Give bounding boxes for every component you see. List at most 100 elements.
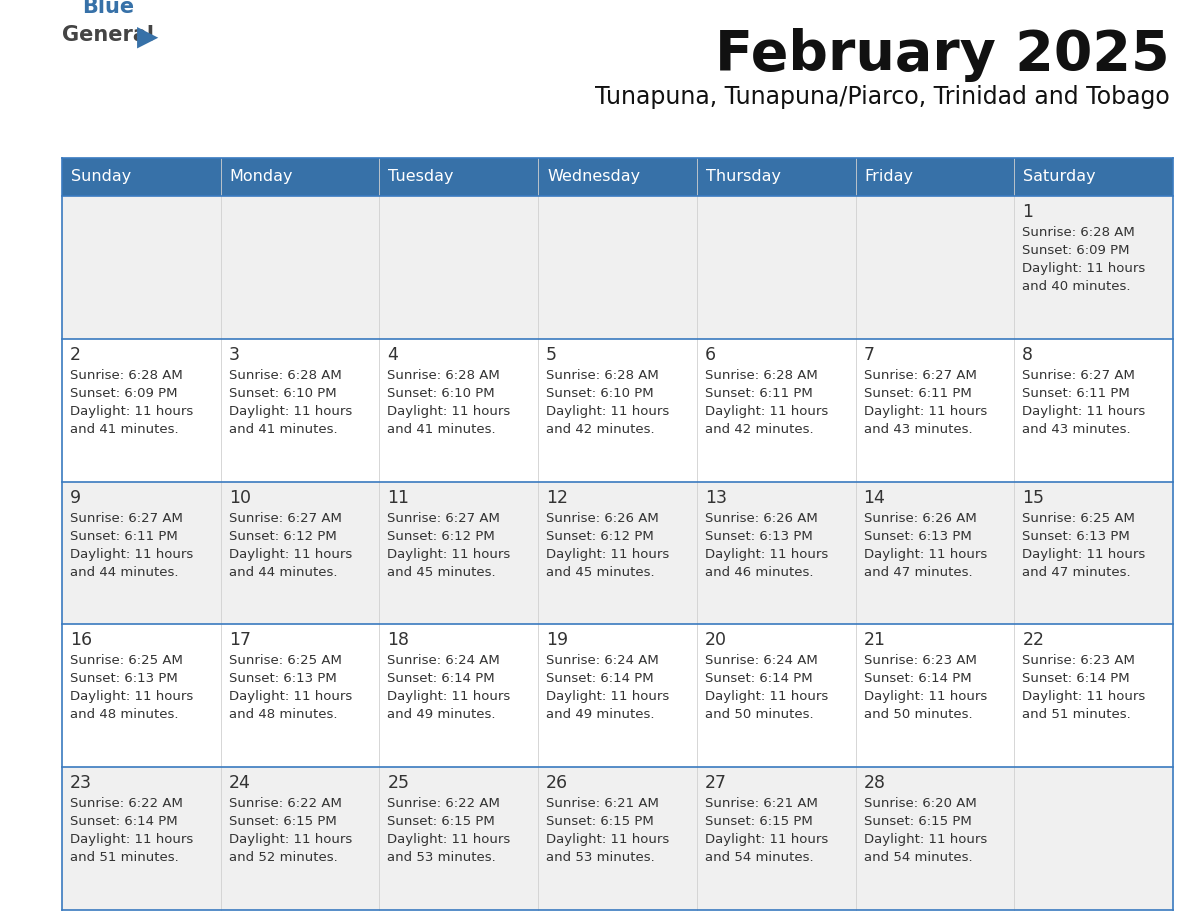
Text: Friday: Friday [865, 170, 914, 185]
Text: 10: 10 [229, 488, 251, 507]
Text: 2: 2 [70, 346, 81, 364]
Text: Sunset: 6:13 PM: Sunset: 6:13 PM [704, 530, 813, 543]
Text: and 48 minutes.: and 48 minutes. [70, 709, 178, 722]
Text: Sunset: 6:10 PM: Sunset: 6:10 PM [546, 386, 653, 400]
Text: Daylight: 11 hours: Daylight: 11 hours [229, 405, 352, 418]
Text: Sunrise: 6:27 AM: Sunrise: 6:27 AM [864, 369, 977, 382]
Text: Sunset: 6:10 PM: Sunset: 6:10 PM [229, 386, 336, 400]
Text: and 50 minutes.: and 50 minutes. [864, 709, 972, 722]
Text: 18: 18 [387, 632, 410, 649]
Text: and 54 minutes.: and 54 minutes. [864, 851, 972, 864]
Bar [1015, 767, 1173, 910]
Text: and 43 minutes.: and 43 minutes. [1023, 423, 1131, 436]
Text: and 47 minutes.: and 47 minutes. [864, 565, 972, 578]
Text: 17: 17 [229, 632, 251, 649]
Text: and 51 minutes.: and 51 minutes. [70, 851, 178, 864]
Text: 9: 9 [70, 488, 81, 507]
Text: Sunrise: 6:26 AM: Sunrise: 6:26 AM [546, 511, 659, 524]
Bar [538, 482, 697, 624]
Text: and 42 minutes.: and 42 minutes. [546, 423, 655, 436]
Bar [538, 624, 697, 767]
Text: Tuesday: Tuesday [388, 170, 454, 185]
Bar [855, 339, 1015, 482]
Text: Daylight: 11 hours: Daylight: 11 hours [70, 690, 194, 703]
Text: Monday: Monday [229, 170, 293, 185]
Text: and 51 minutes.: and 51 minutes. [1023, 709, 1131, 722]
Text: Daylight: 11 hours: Daylight: 11 hours [70, 834, 194, 846]
Text: Sunrise: 6:20 AM: Sunrise: 6:20 AM [864, 797, 977, 811]
Text: Sunrise: 6:26 AM: Sunrise: 6:26 AM [864, 511, 977, 524]
Text: and 45 minutes.: and 45 minutes. [546, 565, 655, 578]
Text: Daylight: 11 hours: Daylight: 11 hours [704, 548, 828, 561]
Text: Sunset: 6:14 PM: Sunset: 6:14 PM [864, 672, 972, 686]
Text: Sunrise: 6:21 AM: Sunrise: 6:21 AM [546, 797, 659, 811]
Text: Sunrise: 6:22 AM: Sunrise: 6:22 AM [387, 797, 500, 811]
Text: 3: 3 [229, 346, 240, 364]
Text: 6: 6 [704, 346, 716, 364]
Text: Sunset: 6:13 PM: Sunset: 6:13 PM [70, 672, 178, 686]
Text: Sunset: 6:10 PM: Sunset: 6:10 PM [387, 386, 495, 400]
Text: and 44 minutes.: and 44 minutes. [70, 565, 178, 578]
Text: 15: 15 [1023, 488, 1044, 507]
Text: Daylight: 11 hours: Daylight: 11 hours [864, 834, 987, 846]
Bar [379, 767, 538, 910]
Text: 23: 23 [70, 774, 91, 792]
Text: Thursday: Thursday [706, 170, 781, 185]
Bar [221, 339, 379, 482]
Text: and 41 minutes.: and 41 minutes. [229, 423, 337, 436]
Text: Sunrise: 6:28 AM: Sunrise: 6:28 AM [70, 369, 183, 382]
Text: and 49 minutes.: and 49 minutes. [387, 709, 495, 722]
Text: Sunset: 6:14 PM: Sunset: 6:14 PM [387, 672, 495, 686]
Bar [379, 624, 538, 767]
Text: Daylight: 11 hours: Daylight: 11 hours [704, 690, 828, 703]
Bar [221, 482, 379, 624]
Text: Sunset: 6:11 PM: Sunset: 6:11 PM [70, 530, 178, 543]
Text: Sunset: 6:11 PM: Sunset: 6:11 PM [704, 386, 813, 400]
Bar [62, 482, 221, 624]
Text: and 53 minutes.: and 53 minutes. [387, 851, 497, 864]
Text: 22: 22 [1023, 632, 1044, 649]
Text: Sunrise: 6:23 AM: Sunrise: 6:23 AM [1023, 655, 1136, 667]
Text: 11: 11 [387, 488, 410, 507]
Text: Sunset: 6:15 PM: Sunset: 6:15 PM [229, 815, 336, 828]
Text: Sunset: 6:09 PM: Sunset: 6:09 PM [70, 386, 177, 400]
Bar [221, 158, 379, 196]
Text: and 52 minutes.: and 52 minutes. [229, 851, 337, 864]
Bar [855, 624, 1015, 767]
Text: Sunrise: 6:27 AM: Sunrise: 6:27 AM [70, 511, 183, 524]
Text: and 40 minutes.: and 40 minutes. [1023, 280, 1131, 293]
Bar [379, 482, 538, 624]
Text: and 41 minutes.: and 41 minutes. [387, 423, 497, 436]
Text: ▶: ▶ [137, 23, 158, 51]
Bar [855, 767, 1015, 910]
Text: and 42 minutes.: and 42 minutes. [704, 423, 814, 436]
Bar [538, 196, 697, 339]
Text: and 43 minutes.: and 43 minutes. [864, 423, 972, 436]
Text: Wednesday: Wednesday [548, 170, 640, 185]
Bar [62, 624, 221, 767]
Text: Sunrise: 6:27 AM: Sunrise: 6:27 AM [387, 511, 500, 524]
Text: 13: 13 [704, 488, 727, 507]
Text: Daylight: 11 hours: Daylight: 11 hours [1023, 548, 1145, 561]
Text: 27: 27 [704, 774, 727, 792]
Text: Tunapuna, Tunapuna/Piarco, Trinidad and Tobago: Tunapuna, Tunapuna/Piarco, Trinidad and … [595, 85, 1170, 109]
Text: Daylight: 11 hours: Daylight: 11 hours [546, 405, 669, 418]
Text: Sunset: 6:11 PM: Sunset: 6:11 PM [1023, 386, 1130, 400]
Text: Sunrise: 6:28 AM: Sunrise: 6:28 AM [387, 369, 500, 382]
Text: Sunrise: 6:24 AM: Sunrise: 6:24 AM [546, 655, 659, 667]
Text: Sunset: 6:12 PM: Sunset: 6:12 PM [387, 530, 495, 543]
Text: Sunrise: 6:26 AM: Sunrise: 6:26 AM [704, 511, 817, 524]
Text: and 41 minutes.: and 41 minutes. [70, 423, 178, 436]
Text: and 45 minutes.: and 45 minutes. [387, 565, 497, 578]
Text: Daylight: 11 hours: Daylight: 11 hours [387, 834, 511, 846]
Text: 25: 25 [387, 774, 410, 792]
Bar [697, 196, 855, 339]
Bar [1015, 196, 1173, 339]
Text: Daylight: 11 hours: Daylight: 11 hours [864, 690, 987, 703]
Text: Sunrise: 6:25 AM: Sunrise: 6:25 AM [229, 655, 342, 667]
Text: 19: 19 [546, 632, 568, 649]
Text: Sunset: 6:14 PM: Sunset: 6:14 PM [546, 672, 653, 686]
Text: Sunset: 6:12 PM: Sunset: 6:12 PM [546, 530, 653, 543]
Text: Sunset: 6:09 PM: Sunset: 6:09 PM [1023, 244, 1130, 257]
Text: Daylight: 11 hours: Daylight: 11 hours [704, 834, 828, 846]
